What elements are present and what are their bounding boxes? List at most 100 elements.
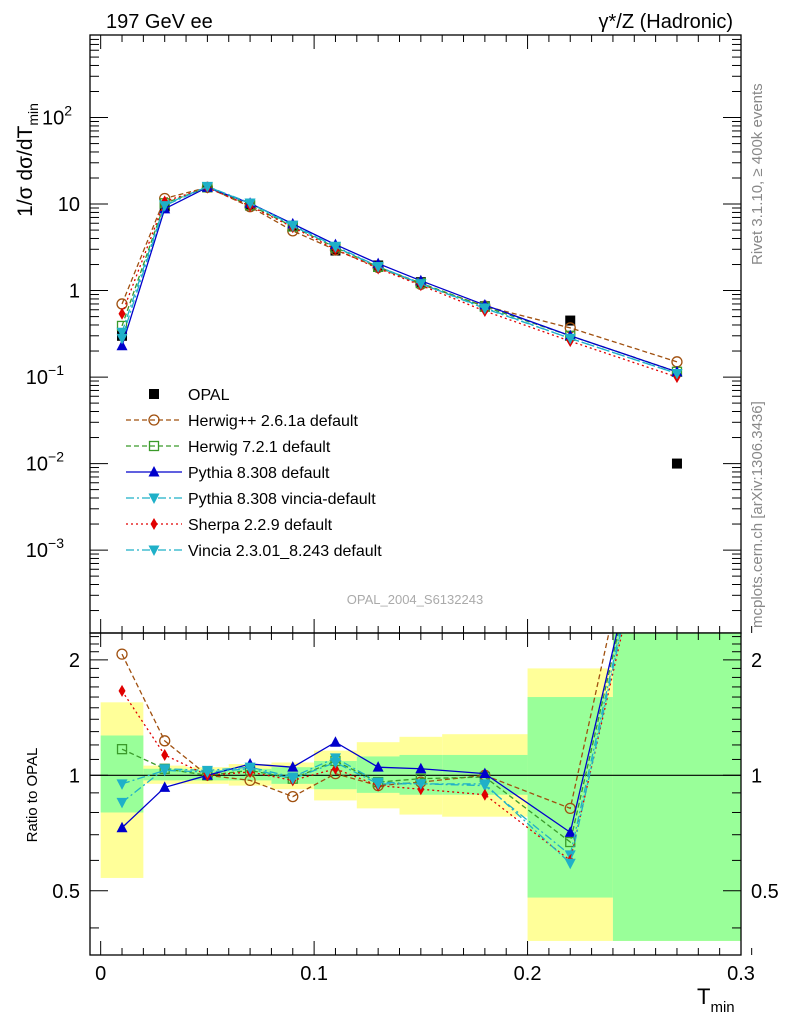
ratio-point-herwigpp-10 <box>672 319 682 329</box>
line-pythia_vincia <box>121 185 678 375</box>
band-green-10 <box>612 633 741 941</box>
ratio-point-vincia-8 <box>479 779 491 790</box>
ratio-point-sherpa-10 <box>673 386 680 398</box>
point-pythia-0 <box>116 339 128 351</box>
ratio-panel: 0 0.1 0.2 0.3 0.5 0.5 1 1 2 2 <box>52 319 779 985</box>
spectrum-panel: 10−3 10−2 10−1 1 10 102 <box>26 34 753 634</box>
legend-label-herwigpp: Herwig++ 2.6.1a default <box>188 413 358 430</box>
ratio-point-sherpa-8 <box>481 788 489 801</box>
x-axis-label-text: T <box>697 984 710 1009</box>
point-vincia-8 <box>479 304 491 315</box>
ratio-point-pythia-6 <box>372 761 384 772</box>
ratio-point-vincia-4 <box>287 774 299 785</box>
point-vincia-2 <box>201 182 213 193</box>
x-tick-label-2: 0.2 <box>514 963 542 985</box>
main-ylabel-text: 1/σ dσ/dT <box>14 125 37 216</box>
y-tick-label-1: 10−2 <box>26 449 64 476</box>
svg-text:Tmin: Tmin <box>697 984 735 1016</box>
ratio-point-herwigpp-0 <box>116 648 128 660</box>
point-vincia-5 <box>329 242 341 253</box>
series-pythia_vincia <box>116 181 683 380</box>
point-vincia-4 <box>287 221 299 232</box>
point-sherpa-0 <box>118 307 126 320</box>
legend-marker-herwigpp <box>148 414 160 426</box>
process-title: γ*/Z (Hadronic) <box>599 11 733 33</box>
energy-title: 197 GeV ee <box>106 11 213 33</box>
point-pythia_vincia-0 <box>116 327 128 339</box>
point-vincia-3 <box>244 198 256 210</box>
series-vincia <box>116 182 683 380</box>
legend: OPAL Herwig++ 2.6.1a default Herwig 7.2.1 … <box>126 387 382 560</box>
x-tick-label-1: 0.1 <box>300 963 328 985</box>
spectrum-series <box>116 181 683 469</box>
point-vincia-0 <box>116 333 128 345</box>
legend-label-pythia: Pythia 8.308 default <box>188 465 330 482</box>
y-tick-label-3: 1 <box>69 281 80 303</box>
ratio-point-sherpa-1 <box>161 748 169 761</box>
svg-text:1/σ dσ/dTmin: 1/σ dσ/dTmin <box>14 103 41 217</box>
ratio-point-sherpa-5 <box>331 762 339 775</box>
ratio-point-pythia_vincia-0 <box>116 797 128 809</box>
point-opal-9 <box>565 315 576 326</box>
ratio-vincia <box>116 633 622 870</box>
ratio-point-pythia-4 <box>287 761 299 772</box>
legend-entry-herwig7: Herwig 7.2.1 default <box>126 439 331 456</box>
legend-label-opal: OPAL <box>188 387 230 404</box>
ratio-ytick-label-l-1: 1 <box>69 765 80 787</box>
ratio-point-vincia-2 <box>201 767 213 779</box>
ratio-point-vincia-5 <box>329 757 341 769</box>
line-sherpa <box>121 186 678 378</box>
x-axis-label: Tmin <box>697 984 735 1016</box>
y-tick-label-2: 10−1 <box>26 362 64 389</box>
legend-entry-sherpa: Sherpa 2.2.9 default <box>126 517 333 534</box>
ratio-ylabel: Ratio to OPAL <box>24 748 41 843</box>
legend-marker-pythia <box>148 466 160 477</box>
ratio-ytick-label-r-2: 2 <box>751 650 762 672</box>
x-axis-label-sub: min <box>710 999 734 1016</box>
point-vincia-10 <box>671 368 683 380</box>
legend-entry-vincia: Vincia 2.3.01_8.243 default <box>126 543 382 560</box>
ratio-point-pythia-0 <box>116 821 128 833</box>
line-vincia <box>121 185 678 375</box>
ratio-ytick-label-r-1: 1 <box>751 765 762 787</box>
legend-label-pythia_vincia: Pythia 8.308 vincia-default <box>188 491 376 508</box>
series-sherpa <box>118 181 681 384</box>
ratio-point-vincia-0 <box>116 779 128 790</box>
point-vincia-1 <box>159 201 171 212</box>
mcplots-label: mcplots.cern.ch [arXiv:1306.3436] <box>749 401 766 628</box>
legend-entry-herwigpp: Herwig++ 2.6.1a default <box>126 413 358 430</box>
ratio-point-vincia-7 <box>415 779 427 790</box>
ratio-ytick-label-r-0: 0.5 <box>751 881 779 903</box>
ratio-series <box>116 319 682 870</box>
ratio-point-pythia-8 <box>479 767 491 779</box>
ratio-frame <box>89 632 742 956</box>
y-tick-label-4: 10 <box>58 194 80 216</box>
point-opal-10 <box>671 458 682 469</box>
ratio-point-vincia-6 <box>372 779 384 790</box>
y-tick-label-5: 102 <box>42 103 72 130</box>
ratio-point-vincia-1 <box>159 765 171 777</box>
legend-marker-vincia <box>148 545 160 556</box>
legend-label-vincia: Vincia 2.3.01_8.243 default <box>188 543 382 560</box>
ratio-line-herwig7 <box>121 633 619 844</box>
main-ylabel-sub: min <box>25 103 41 126</box>
legend-entry-opal: OPAL <box>149 387 230 404</box>
legend-label-herwig7: Herwig 7.2.1 default <box>188 439 331 456</box>
x-tick-label-3: 0.3 <box>727 963 755 985</box>
legend-entry-pythia_vincia: Pythia 8.308 vincia-default <box>126 491 376 508</box>
line-pythia <box>121 186 678 373</box>
analysis-watermark: OPAL_2004_S6132243 <box>347 592 483 607</box>
legend-marker-sherpa <box>150 518 158 530</box>
ratio-point-pythia-7 <box>415 762 427 774</box>
ratio-point-pythia-9 <box>564 826 576 837</box>
x-tick-label-0: 0 <box>95 963 106 985</box>
legend-marker-opal <box>149 389 159 399</box>
legend-marker-herwig7 <box>148 440 160 452</box>
legend-label-sherpa: Sherpa 2.2.9 default <box>188 517 333 534</box>
ratio-point-vincia-9 <box>564 858 576 870</box>
ratio-point-pythia-5 <box>329 736 341 747</box>
y-tick-label-0: 10−3 <box>26 535 64 562</box>
rivet-label: Rivet 3.1.10, ≥ 400k events <box>749 83 766 265</box>
ratio-point-pythia-1 <box>159 781 171 792</box>
